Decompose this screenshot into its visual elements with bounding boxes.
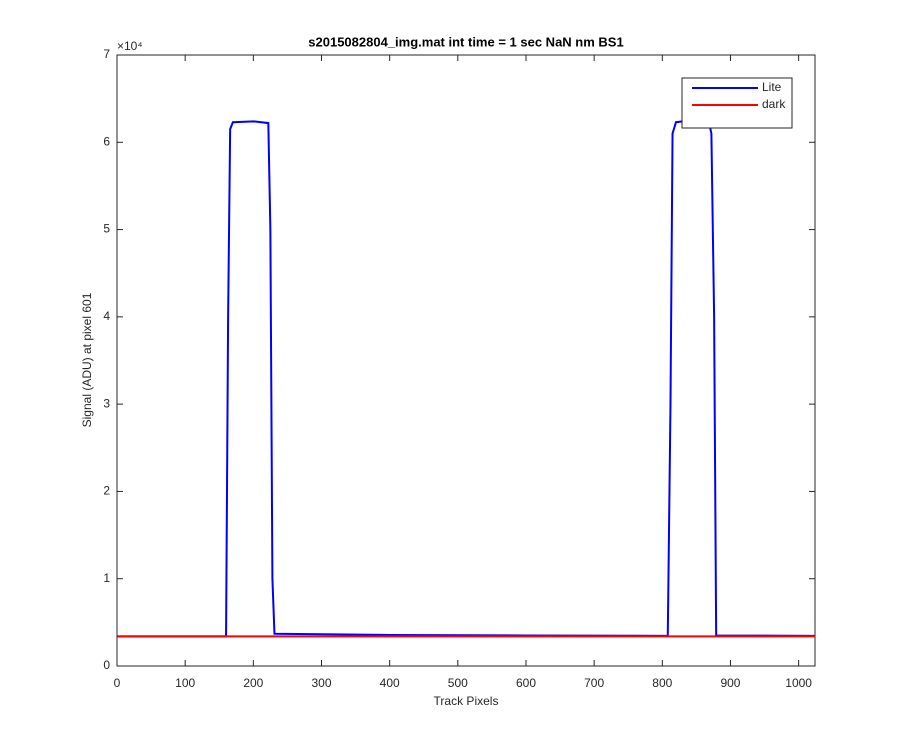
y-tick-label: 3 <box>103 396 110 410</box>
chart-title: s2015082804_img.mat int time = 1 sec NaN… <box>308 34 623 49</box>
y-tick-label: 1 <box>103 571 110 585</box>
legend-box <box>681 77 793 129</box>
y-tick-label: 7 <box>103 47 110 61</box>
y-tick-label: 4 <box>103 309 110 323</box>
y-axis-label: Signal (ADU) at pixel 601 <box>80 292 94 427</box>
y-tick-label: 2 <box>103 484 110 498</box>
legend-label: dark <box>762 97 786 111</box>
plot-area <box>116 54 816 667</box>
x-tick-label: 100 <box>175 676 195 690</box>
x-tick-label: 900 <box>720 676 740 690</box>
legend-label: Lite <box>762 80 782 94</box>
x-tick-label: 600 <box>516 676 536 690</box>
x-tick-label: 500 <box>448 676 468 690</box>
x-tick-label: 300 <box>311 676 331 690</box>
x-tick-label: 0 <box>114 676 121 690</box>
x-tick-label: 200 <box>243 676 263 690</box>
x-tick-label: 400 <box>380 676 400 690</box>
x-tick-label: 700 <box>584 676 604 690</box>
y-tick-label: 5 <box>103 222 110 236</box>
x-tick-label: 800 <box>652 676 672 690</box>
y-tick-label: 6 <box>103 134 110 148</box>
x-axis-label: Track Pixels <box>434 694 499 708</box>
x-tick-label: 1000 <box>785 676 812 690</box>
y-tick-label: 0 <box>103 658 110 672</box>
y-exponent: ×10⁴ <box>117 39 143 53</box>
